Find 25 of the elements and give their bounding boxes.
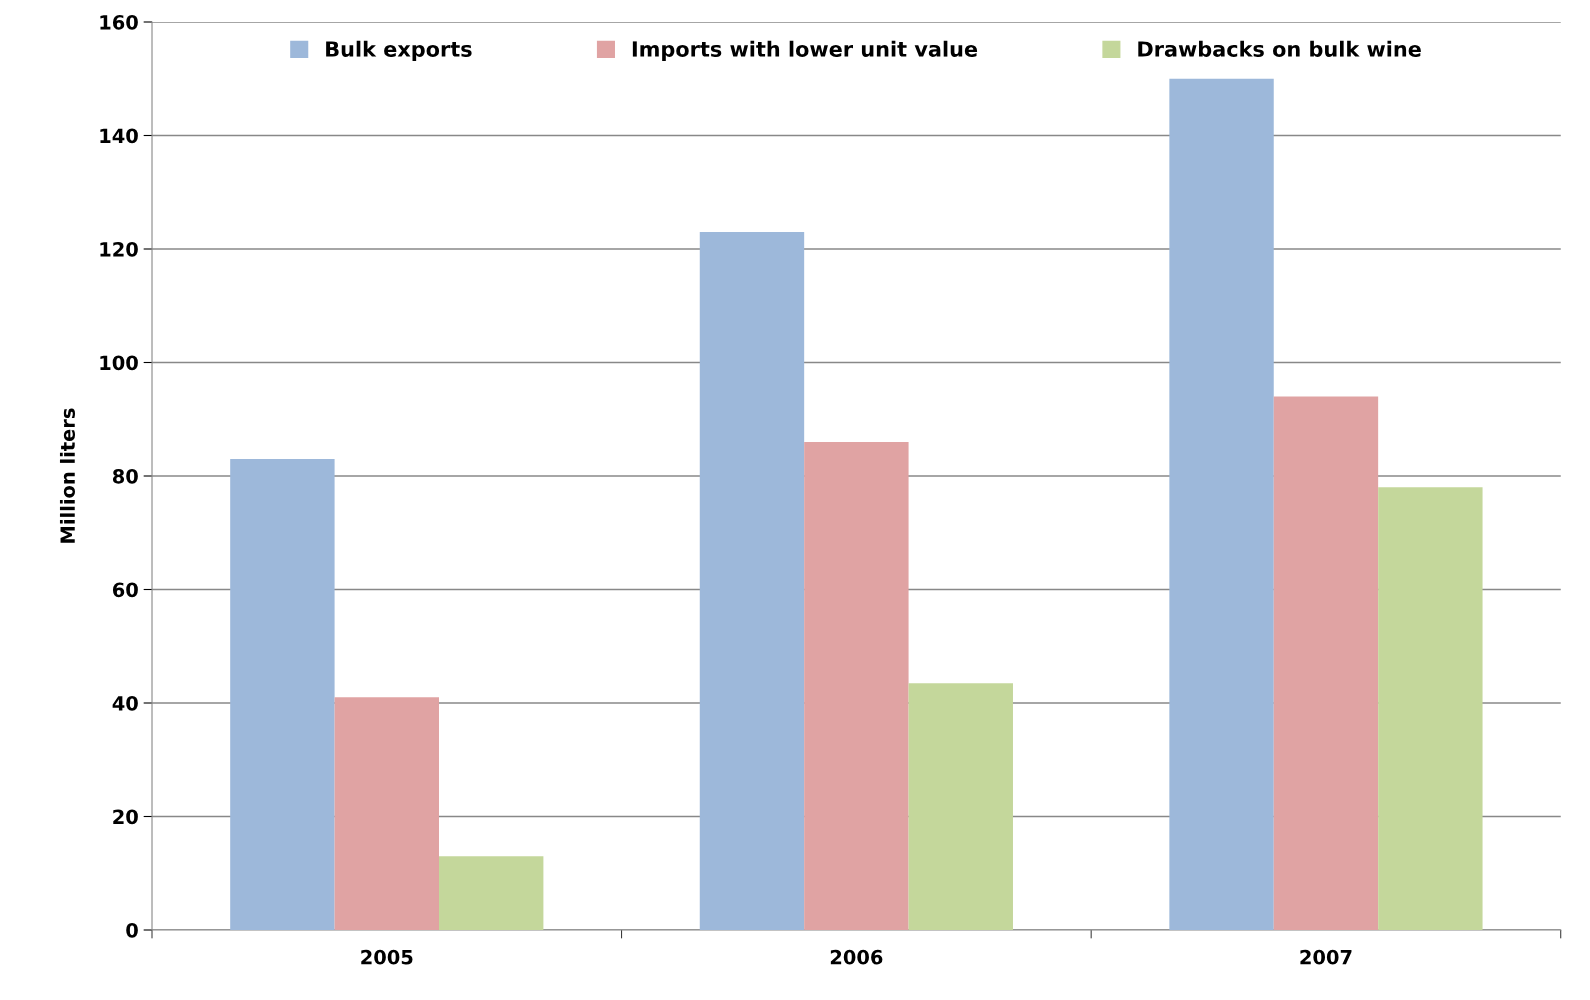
bar [804, 441, 909, 930]
bar [1273, 396, 1379, 930]
y-tick-label: 100 [100, 355, 138, 371]
y-tick-label: 40 [112, 695, 138, 711]
y-tick-label: 20 [113, 809, 138, 825]
legend-label: Bulk exports [326, 40, 472, 61]
y-tick-label: 160 [100, 14, 138, 30]
y-tick-label: 0 [126, 922, 138, 938]
bar [439, 856, 544, 930]
x-tick-label: 2005 [361, 949, 413, 965]
bar [1378, 487, 1483, 930]
y-tick-label: 60 [112, 582, 138, 598]
legend-label: Imports with lower unit value [632, 40, 978, 61]
bar [699, 231, 805, 930]
y-tick-label: 80 [112, 468, 138, 484]
bar [334, 697, 439, 930]
bar [908, 683, 1013, 930]
y-axis-title: Million liters [59, 408, 76, 543]
x-tick-label: 2007 [1300, 949, 1352, 965]
x-tick-label: 2006 [830, 949, 883, 965]
y-tick-label: 120 [100, 241, 138, 257]
legend-label: Drawbacks on bulk wine [1138, 40, 1421, 57]
bar [230, 458, 335, 930]
y-tick-label: 140 [100, 128, 138, 144]
bar [1169, 78, 1274, 930]
